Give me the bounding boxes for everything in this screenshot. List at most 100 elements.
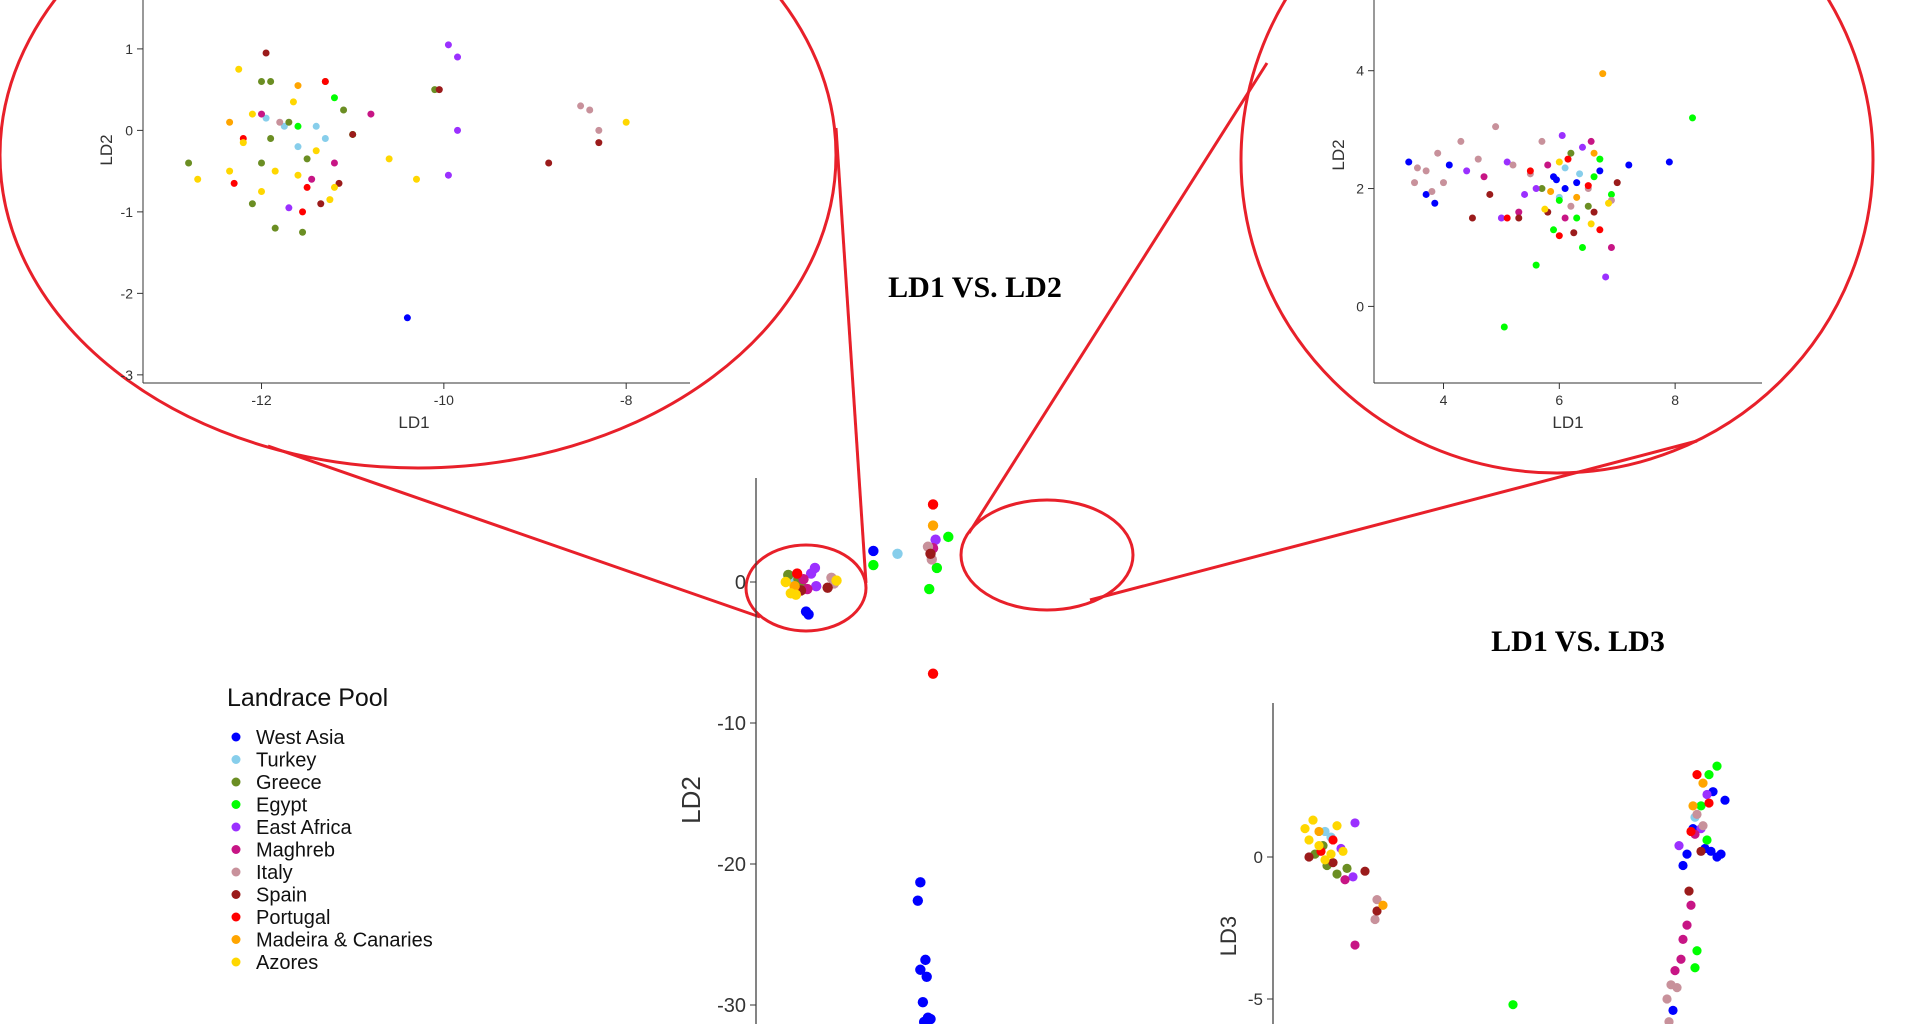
inset-right-point: [1405, 158, 1413, 166]
magnifier-left-ellipse: [0, 0, 838, 470]
inset-right-xtick-label: 4: [1440, 392, 1448, 408]
inset-left-point: [285, 204, 293, 212]
inset-right-point: [1544, 161, 1552, 169]
inset-right-point: [1547, 188, 1555, 195]
inset-left-point: [335, 179, 343, 187]
ld3-point: [1338, 846, 1348, 856]
magnifier-right-ellipse: [1239, 0, 1875, 475]
ld3-point: [1314, 826, 1324, 837]
ld3-point: [1342, 863, 1352, 873]
inset-left-ytick-label: 1: [125, 41, 133, 57]
inset-right-ytick-label: 4: [1356, 63, 1364, 79]
inset-right-point: [1521, 190, 1529, 198]
inset-right-point: [1541, 205, 1549, 213]
ld3-point: [1704, 798, 1714, 808]
ld3-point: [1308, 815, 1318, 825]
ld3-point: [1664, 1017, 1674, 1024]
ld3-point: [1686, 826, 1696, 837]
legend-swatch: [231, 890, 241, 899]
inset-left-point: [239, 139, 247, 147]
main-point: [924, 583, 935, 595]
inset-right-point: [1422, 167, 1430, 175]
inset-right-point: [1576, 170, 1584, 178]
inset-left-point: [226, 118, 234, 126]
main-point: [920, 954, 931, 966]
inset-right-point: [1532, 261, 1540, 269]
ld3-point: [1704, 770, 1714, 780]
inset-right-point: [1411, 179, 1419, 187]
inset-left-point: [595, 126, 603, 134]
legend-swatch: [231, 732, 241, 742]
inset-left-point: [454, 53, 462, 61]
legend-swatch: [231, 777, 241, 787]
ld3-point: [1320, 855, 1330, 865]
ld3-point: [1328, 858, 1338, 868]
inset-right-point: [1503, 214, 1511, 222]
inset-right-point: [1509, 161, 1517, 169]
inset-right-point: [1413, 164, 1421, 172]
inset-right-point: [1550, 226, 1558, 234]
connector-line: [1089, 439, 1698, 602]
highlight-left-cluster: [744, 543, 868, 633]
ld3-ytick-label: -5: [1248, 990, 1263, 1009]
inset-right-ytick-label: 0: [1356, 298, 1364, 314]
inset-right-point: [1567, 149, 1575, 157]
inset-right-point: [1538, 137, 1546, 145]
ld3-point: [1688, 801, 1698, 811]
inset-right-point: [1596, 167, 1604, 175]
legend-swatch: [231, 822, 241, 832]
ld3-point: [1690, 963, 1700, 973]
inset-right-point: [1515, 208, 1523, 216]
inset-right-point: [1497, 214, 1505, 222]
main-point: [915, 877, 926, 888]
ld3-point: [1508, 1000, 1518, 1010]
legend-swatch: [231, 845, 241, 854]
legend-swatch: [231, 935, 241, 944]
inset-left-point: [312, 147, 320, 155]
inset-left-point: [267, 135, 275, 143]
inset-right-y-label: LD2: [1329, 139, 1348, 170]
connector-line: [834, 127, 868, 584]
inset-left-point: [312, 122, 320, 130]
ld3-point: [1340, 875, 1350, 885]
inset-left-point: [454, 126, 462, 134]
ld3-point: [1698, 821, 1708, 831]
inset-left-point: [185, 159, 193, 167]
legend-label: Turkey: [256, 750, 316, 772]
ld3-point: [1676, 954, 1686, 964]
main-point: [790, 589, 802, 600]
ld3-point: [1300, 824, 1310, 834]
zoom-highlights: [0, 0, 1875, 633]
inset-left-point: [595, 139, 603, 147]
inset-left-ytick-label: -2: [121, 285, 134, 301]
inset-right-point: [1474, 155, 1482, 163]
ld3-point: [1702, 835, 1712, 845]
main-point: [921, 971, 932, 982]
ld3-point: [1706, 846, 1716, 856]
legend-swatch: [231, 867, 241, 877]
inset-left-point: [321, 135, 329, 143]
inset-right-point: [1439, 179, 1447, 187]
inset-right-point: [1587, 137, 1595, 145]
inset-right-ytick-label: 2: [1356, 180, 1364, 196]
main-point: [917, 996, 929, 1008]
ld3-point: [1678, 934, 1688, 944]
ld3-point: [1712, 761, 1722, 771]
legend-label: Madeira & Canaries: [256, 930, 433, 952]
inset-right-point: [1578, 143, 1586, 151]
inset-left-point: [294, 171, 302, 179]
inset-right-point: [1587, 220, 1595, 228]
ld3-point: [1672, 983, 1682, 993]
legend-swatch: [231, 912, 241, 922]
inset-right-point: [1428, 188, 1436, 195]
ld3-point: [1304, 835, 1314, 845]
inset-right-point: [1515, 214, 1523, 222]
ld3-point: [1696, 801, 1706, 811]
main-point: [927, 499, 939, 510]
inset-right-point: [1570, 229, 1578, 237]
inset-right-point: [1555, 196, 1563, 204]
ld3-point: [1702, 789, 1712, 800]
inset-right-point: [1561, 214, 1569, 222]
inset-right-point: [1552, 176, 1560, 184]
